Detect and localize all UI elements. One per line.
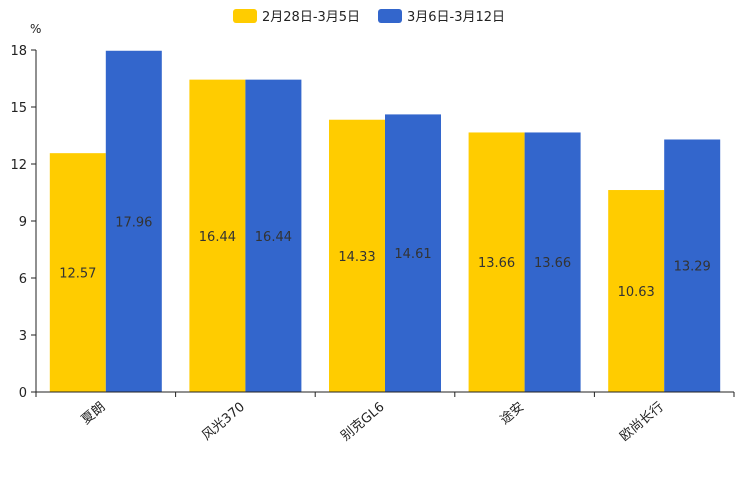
bar-series-1	[49, 153, 106, 392]
bar-series-2	[245, 79, 302, 392]
legend-label-series-1: 2月28日-3月5日	[262, 10, 360, 25]
legend-label-series-2: 3月6日-3月12日	[407, 10, 505, 25]
data-label-series-1: 14.33	[338, 250, 375, 265]
y-axis: 0 3 6 9 12 15 18	[10, 44, 37, 401]
data-label-series-2: 13.29	[674, 260, 711, 275]
x-category-label: 风光370	[199, 400, 248, 444]
data-label-series-1: 12.57	[59, 267, 96, 282]
bar-series-2	[664, 139, 721, 392]
y-tick-label: 3	[19, 329, 27, 344]
bars: 12.57 16.44 14.33 13.66 10.63 17.96 16.44 14.61…	[49, 50, 721, 392]
x-category-label: 别克GL6	[338, 400, 387, 445]
x-category-label: 途安	[497, 399, 527, 428]
data-label-series-1: 16.44	[199, 230, 236, 245]
bar-series-2	[105, 50, 162, 392]
y-axis-unit: %	[30, 22, 41, 36]
legend-swatch-series-2	[378, 9, 402, 23]
bar-series-2	[385, 114, 441, 392]
data-label-series-2: 16.44	[255, 230, 292, 245]
data-label-series-2: 14.61	[394, 247, 431, 262]
data-label-series-1: 10.63	[618, 285, 655, 300]
bar-series-1	[608, 190, 665, 392]
bar-series-1	[329, 119, 385, 392]
x-category-label: 夏朗	[79, 400, 109, 428]
y-tick-label: 0	[19, 386, 27, 401]
y-tick-label: 9	[19, 215, 27, 230]
legend-swatch-series-1	[233, 9, 257, 23]
data-label-series-2: 17.96	[115, 215, 152, 230]
y-tick-label: 6	[19, 272, 27, 287]
x-axis: 夏朗 风光370 别克GL6 途安 欧尚长行	[35, 391, 735, 445]
x-category-label: 欧尚长行	[617, 400, 666, 445]
y-tick-label: 12	[10, 158, 27, 173]
y-tick-label: 15	[10, 101, 27, 116]
data-label-series-2: 13.66	[534, 256, 571, 271]
bar-series-1	[468, 132, 525, 392]
data-label-series-1: 13.66	[478, 256, 515, 271]
y-tick-label: 18	[10, 44, 27, 59]
bar-series-1	[189, 79, 246, 392]
bar-series-2	[524, 132, 581, 392]
legend: 2月28日-3月5日 3月6日-3月12日	[233, 9, 505, 25]
